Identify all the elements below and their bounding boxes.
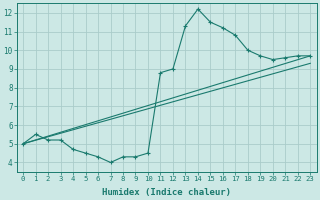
X-axis label: Humidex (Indice chaleur): Humidex (Indice chaleur) [102,188,231,197]
